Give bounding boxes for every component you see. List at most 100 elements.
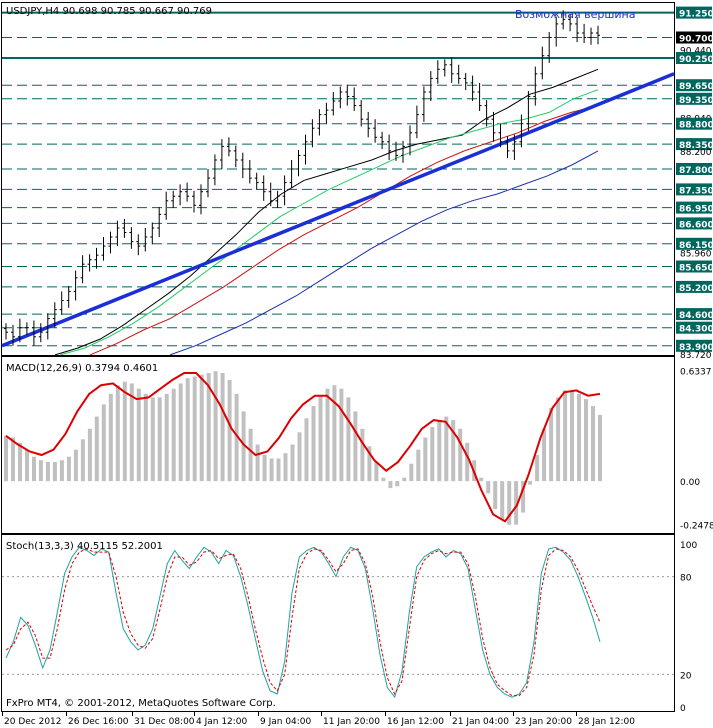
price-label-box [676, 6, 712, 19]
macd-histogram-bar [234, 393, 239, 482]
macd-histogram-bar [11, 437, 15, 482]
price-label-box [676, 201, 712, 214]
macd-histogram-bar [353, 411, 358, 482]
price-label-box [676, 280, 712, 293]
time-axis-label: 23 Jan 20:00 [515, 717, 572, 727]
macd-histogram-bar [262, 455, 267, 482]
macd-histogram-bar [437, 420, 442, 482]
price-level-label: 89.650 [679, 82, 713, 92]
moving-average-line [54, 68, 599, 356]
macd-histogram-bar [535, 455, 540, 482]
main-chart-frame[interactable] [1, 2, 675, 356]
macd-histogram-bar [318, 395, 323, 482]
macd-histogram-bar [185, 378, 190, 482]
price-label-box [676, 183, 712, 196]
macd-histogram-bar [570, 390, 574, 482]
macd-histogram-bar [276, 458, 281, 482]
macd-histogram-bar [199, 374, 204, 482]
macd-histogram-bar [388, 481, 393, 489]
price-label-box [676, 79, 712, 92]
stoch-header: Stoch(13,3,3) 40.5115 52.2001 [6, 541, 163, 552]
macd-histogram-bar [73, 449, 78, 482]
macd-histogram-bar [549, 407, 554, 482]
price-level-label: 88.800 [679, 121, 713, 131]
macd-histogram-bar [45, 462, 50, 482]
macd-histogram-bar [269, 458, 274, 482]
time-axis-label: 31 Dec 08:00 [134, 717, 195, 727]
price-level-label: 88.350 [679, 141, 713, 151]
macd-histogram-bar [339, 388, 344, 482]
macd-histogram-bar [346, 397, 351, 482]
macd-histogram-bar [430, 427, 435, 482]
macd-histogram-bar [164, 393, 169, 482]
macd-histogram-bar [227, 380, 232, 482]
horizontal-levels [2, 11, 674, 347]
time-axis-label: 28 Jan 12:00 [578, 717, 635, 727]
stoch-axis-label: 20 [680, 671, 692, 681]
macd-histogram-bar [171, 388, 176, 482]
macd-histogram-bar [395, 481, 400, 487]
macd-histogram-bar [514, 481, 519, 525]
macd-panel-frame[interactable] [1, 356, 675, 534]
macd-histogram-bar [297, 432, 302, 482]
time-axis-label: 4 Jan 12:00 [196, 717, 248, 727]
macd-histogram-bar [143, 393, 148, 482]
macd-histogram-bar [4, 435, 8, 482]
price-label-box [676, 237, 712, 250]
macd-histogram-bar [360, 428, 365, 482]
copyright-text: FxPro MT4, © 2001-2012, MetaQuotes Softw… [6, 698, 276, 709]
trend-line-group [1, 72, 675, 348]
macd-histogram-bar [122, 381, 127, 482]
macd-histogram-bar [213, 371, 218, 482]
macd-histogram-bar [451, 420, 456, 482]
macd-histogram-bar [248, 428, 253, 482]
stoch-axis-label: 100 [680, 541, 697, 551]
macd-histogram-bar [150, 397, 155, 482]
price-level-label: 89.350 [679, 96, 713, 106]
macd-signal-line [5, 372, 601, 523]
price-label-box [676, 163, 712, 175]
macd-histogram-bar [465, 442, 470, 482]
macd-histogram-bar [381, 477, 386, 482]
time-axis-label: 11 Jan 20:00 [323, 717, 380, 727]
price-tick-label: 90.440 [680, 46, 712, 56]
macd-histogram-bar [220, 373, 225, 482]
price-label-box [676, 308, 712, 321]
macd-histogram-bar [521, 481, 526, 513]
macd-histogram-bar [493, 481, 498, 509]
stoch-main-line [5, 546, 601, 699]
macd-axis-label: 0.6337 [680, 368, 712, 378]
price-label-box [676, 260, 712, 273]
price-label-box [676, 52, 712, 64]
macd-axis-label: 0.00 [680, 478, 700, 488]
macd-histogram-bar [577, 393, 581, 482]
price-level-label: 90.250 [679, 55, 713, 65]
macd-histogram-bar [108, 393, 113, 482]
moving-average-line [89, 105, 599, 356]
macd-histogram-bar [402, 477, 407, 482]
macd-histogram-bar [290, 444, 295, 482]
price-level-label: 85.650 [679, 264, 713, 274]
price-level-label: 86.950 [679, 205, 713, 215]
price-level-label: 86.150 [679, 241, 713, 251]
macd-histogram-bar [87, 428, 92, 482]
price-label-box [676, 138, 712, 151]
chart-header: USDJPY,H4 90.698 90.785 90.667 90.769 [6, 6, 212, 17]
macd-histogram-bar [304, 418, 309, 482]
macd-histogram-bar [18, 442, 22, 482]
macd-histogram [4, 371, 602, 525]
macd-axis-label: -0.2478 [680, 521, 713, 531]
price-level-label: 90.700 [679, 35, 713, 45]
macd-histogram-bar [178, 383, 183, 482]
stoch-panel-frame[interactable] [1, 534, 675, 712]
macd-histogram-bar [486, 481, 491, 494]
stoch-signal-line [5, 548, 601, 697]
price-level-label: 84.600 [679, 311, 713, 321]
price-tick-label: 85.960 [680, 249, 712, 259]
macd-histogram-bar [444, 416, 449, 482]
price-label-box [676, 92, 712, 105]
macd-histogram-bar [52, 462, 57, 482]
time-axis-label: 26 Dec 16:00 [68, 717, 129, 727]
stoch-axis-label: 80 [680, 574, 692, 584]
price-level-label: 84.300 [679, 325, 713, 335]
